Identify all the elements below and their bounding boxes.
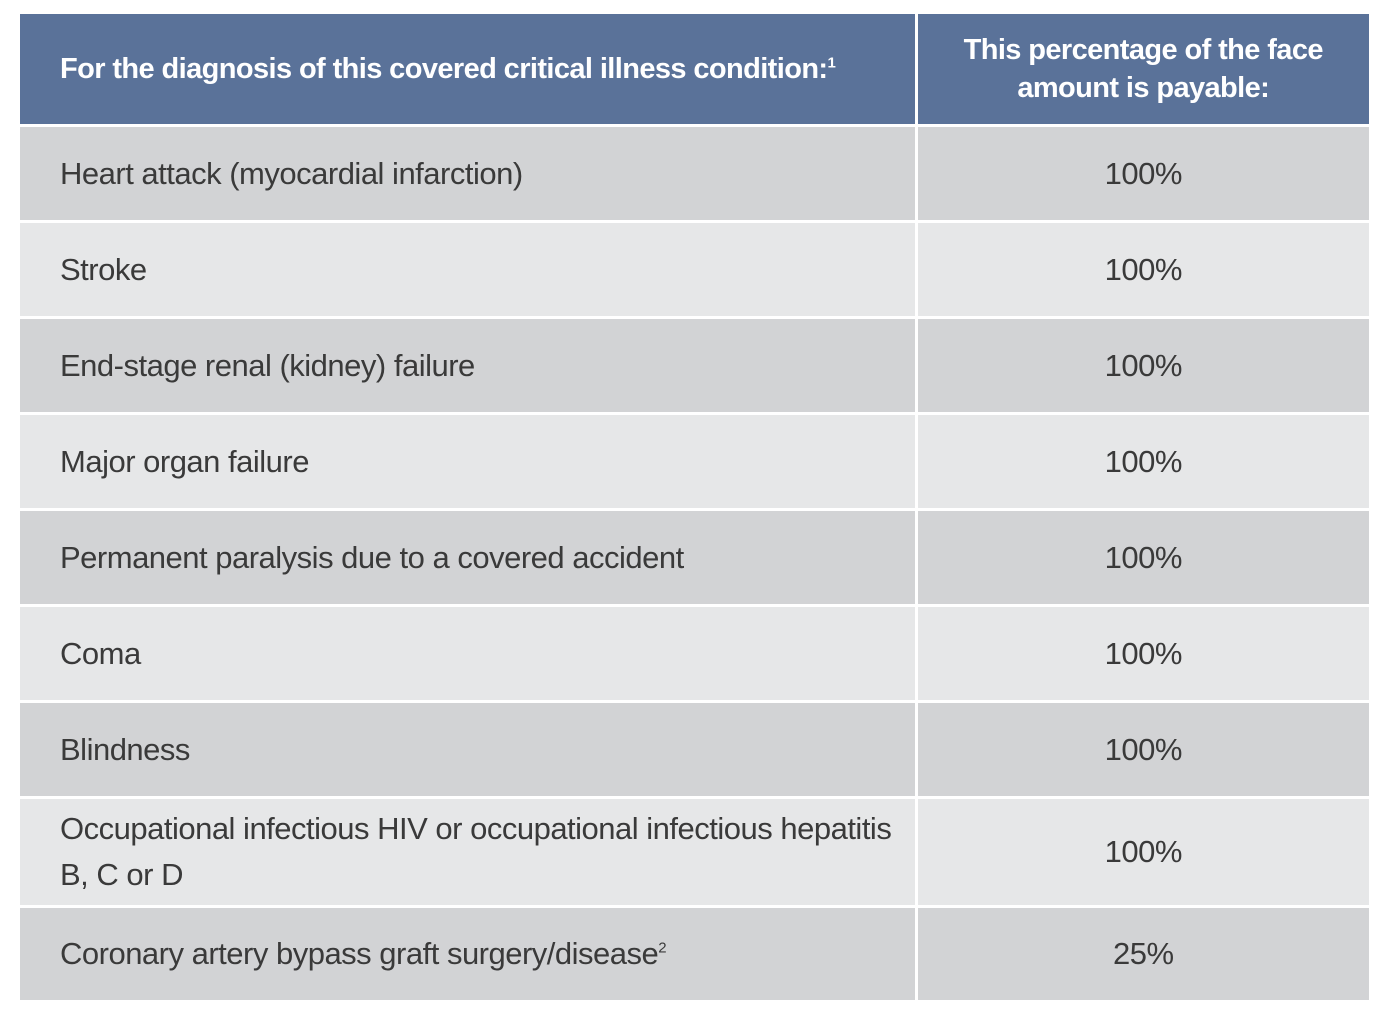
condition-cell: Coronary artery bypass graft surgery/dis… [20,906,918,1000]
condition-text: Coronary artery bypass graft surgery/dis… [60,936,659,971]
percentage-cell: 100% [916,317,1369,415]
condition-cell: Blindness [20,701,918,799]
condition-cell: Coma [20,605,918,703]
condition-cell: Occupational infectious HIV or occupatio… [20,797,918,908]
table-row: Permanent paralysis due to a covered acc… [20,509,1369,607]
condition-cell: Heart attack (myocardial infarction) [20,125,918,223]
percentage-cell: 100% [916,413,1369,511]
percentage-cell: 100% [916,701,1369,799]
condition-cell: Major organ failure [20,413,918,511]
condition-cell: End-stage renal (kidney) failure [20,317,918,415]
condition-cell: Stroke [20,221,918,319]
percentage-cell: 25% [916,906,1369,1000]
critical-illness-benefit-table: For the diagnosis of this covered critic… [20,14,1369,1000]
table-row: Coronary artery bypass graft surgery/dis… [20,906,1369,1000]
percentage-cell: 100% [916,125,1369,223]
percentage-cell: 100% [916,509,1369,607]
table-row: Coma 100% [20,605,1369,703]
table-row: Stroke 100% [20,221,1369,319]
table-body: Heart attack (myocardial infarction) 100… [20,125,1369,1000]
condition-cell: Permanent paralysis due to a covered acc… [20,509,918,607]
table-row: End-stage renal (kidney) failure 100% [20,317,1369,415]
table-row: Major organ failure 100% [20,413,1369,511]
table-header: For the diagnosis of this covered critic… [20,14,1369,127]
percentage-cell: 100% [916,797,1369,908]
footnote-marker: 1 [827,53,836,71]
condition-column-header-text: For the diagnosis of this covered critic… [60,52,828,85]
footnote-marker: 2 [658,939,667,957]
percentage-cell: 100% [916,605,1369,703]
table-row: Occupational infectious HIV or occupatio… [20,797,1369,908]
header-row: For the diagnosis of this covered critic… [20,14,1369,127]
percentage-column-header: This percentage of the face amount is pa… [916,14,1369,127]
table-row: Heart attack (myocardial infarction) 100… [20,125,1369,223]
table-row: Blindness 100% [20,701,1369,799]
percentage-cell: 100% [916,221,1369,319]
condition-column-header: For the diagnosis of this covered critic… [20,14,918,127]
